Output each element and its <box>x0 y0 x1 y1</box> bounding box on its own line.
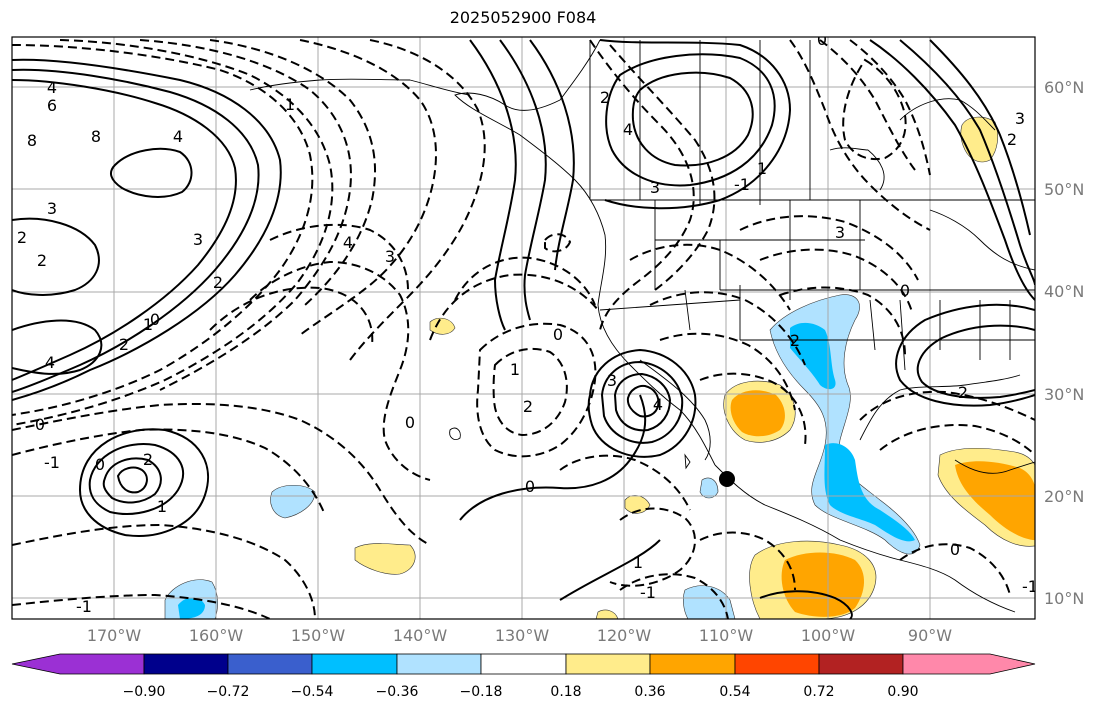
contour-label: 3 <box>650 178 660 197</box>
contour-label: 4 <box>343 233 353 252</box>
lat-label-30: 30°N <box>1044 385 1085 404</box>
contour-label: 2 <box>1007 130 1017 149</box>
contour-label: 2 <box>37 251 47 270</box>
contour-label: 8 <box>91 127 101 146</box>
colorbar-tick-label: −0.72 <box>206 684 250 700</box>
colorbar-swatch <box>311 653 398 675</box>
contour-label: 8 <box>27 131 37 150</box>
contour-label: 3 <box>47 199 57 218</box>
contour-label: 1 <box>143 315 153 334</box>
colorbar <box>11 653 1036 675</box>
colorbar-swatch <box>396 653 482 675</box>
map-border <box>11 36 1036 620</box>
lat-label-60: 60°N <box>1044 78 1085 97</box>
contour-label: 4 <box>653 395 663 414</box>
contour-label: 0 <box>95 455 105 474</box>
contour-label: 3 <box>193 230 203 249</box>
shaded-regions <box>164 116 1035 619</box>
colorbar-swatch <box>143 653 229 675</box>
lon-label-170w: 170°W <box>86 626 142 645</box>
contour-label: 6 <box>47 96 57 115</box>
contour-label: 4 <box>47 78 57 97</box>
colorbar-swatch <box>227 653 313 675</box>
colorbar-tick-label: 0.36 <box>634 684 666 700</box>
contour-label: 1 <box>157 497 167 516</box>
contour-label: 0 <box>817 30 827 49</box>
colorbar-swatch <box>818 653 904 675</box>
solid-contours <box>12 39 1035 619</box>
colorbar-swatch <box>902 653 1036 675</box>
colorbar-swatch <box>565 653 651 675</box>
contour-label: 0 <box>405 413 415 432</box>
lat-label-10: 10°N <box>1044 589 1085 608</box>
lon-label-140w: 140°W <box>392 626 448 645</box>
contour-label: 2 <box>523 397 533 416</box>
contour-label: 1 <box>285 95 295 114</box>
lon-label-160w: 160°W <box>188 626 244 645</box>
contour-label: 4 <box>45 353 55 372</box>
coastlines <box>249 39 1035 613</box>
contour-label: 3 <box>1015 109 1025 128</box>
storm-marker <box>719 471 735 487</box>
dashed-contours <box>12 39 1035 619</box>
colorbar-tick-label: 0.54 <box>719 684 751 700</box>
colorbar-tick-label: −0.36 <box>375 684 419 700</box>
contour-label: 2 <box>790 331 800 350</box>
contour-label: -1 <box>1022 577 1038 596</box>
contour-label: 0 <box>553 325 563 344</box>
contour-label: 2 <box>958 383 968 402</box>
colorbar-tick-label: −0.90 <box>122 684 166 700</box>
contour-label: 3 <box>835 223 845 242</box>
contour-label: -1 <box>734 175 750 194</box>
colorbar-tick-label: −0.18 <box>459 684 503 700</box>
lat-label-40: 40°N <box>1044 282 1085 301</box>
cyan-region-mexico <box>790 322 915 542</box>
colorbar-tick-label: 0.90 <box>887 684 919 700</box>
contour-label: 1 <box>757 159 767 178</box>
contour-label: 2 <box>213 273 223 292</box>
contour-label: 2 <box>17 228 27 247</box>
contour-labels: 4 6 8 8 3 2 2 4 2 1 0 4 -1 0 2 1 -1 0 3 … <box>17 30 1038 616</box>
colorbar-swatch <box>649 653 736 675</box>
lon-label-120w: 120°W <box>596 626 652 645</box>
contour-label: 1 <box>510 360 520 379</box>
lon-label-130w: 130°W <box>494 626 550 645</box>
contour-label: 0 <box>525 477 535 496</box>
contour-label: -1 <box>44 453 60 472</box>
lon-label-100w: 100°W <box>800 626 856 645</box>
colorbar-swatch <box>11 653 145 675</box>
contour-label: 3 <box>607 371 617 390</box>
contour-label: 2 <box>143 450 153 469</box>
lon-label-90w: 90°W <box>907 626 953 645</box>
contour-label: 2 <box>119 335 129 354</box>
contour-label: 4 <box>623 120 633 139</box>
lon-label-150w: 150°W <box>290 626 346 645</box>
contour-label: 0 <box>35 415 45 434</box>
graticule <box>12 37 1035 619</box>
contour-label: 0 <box>900 281 910 300</box>
colorbar-swatch <box>480 653 567 675</box>
colorbar-tick-label: 0.18 <box>550 684 582 700</box>
lon-label-110w: 110°W <box>698 626 754 645</box>
contour-label: 0 <box>150 310 160 329</box>
contour-label: 0 <box>950 540 960 559</box>
contour-label: 2 <box>600 88 610 107</box>
map-title: 2025052900 F084 <box>449 8 597 27</box>
colorbar-swatch <box>734 653 820 675</box>
lat-label-50: 50°N <box>1044 180 1085 199</box>
lat-label-20: 20°N <box>1044 487 1085 506</box>
contour-label: 1 <box>633 553 643 572</box>
colorbar-tick-label: 0.72 <box>803 684 835 700</box>
contour-label: 4 <box>173 127 183 146</box>
contour-label: 3 <box>385 247 395 266</box>
colorbar-tick-label: −0.54 <box>290 684 334 700</box>
contour-label: -1 <box>76 597 92 616</box>
contour-label: -1 <box>640 583 656 602</box>
